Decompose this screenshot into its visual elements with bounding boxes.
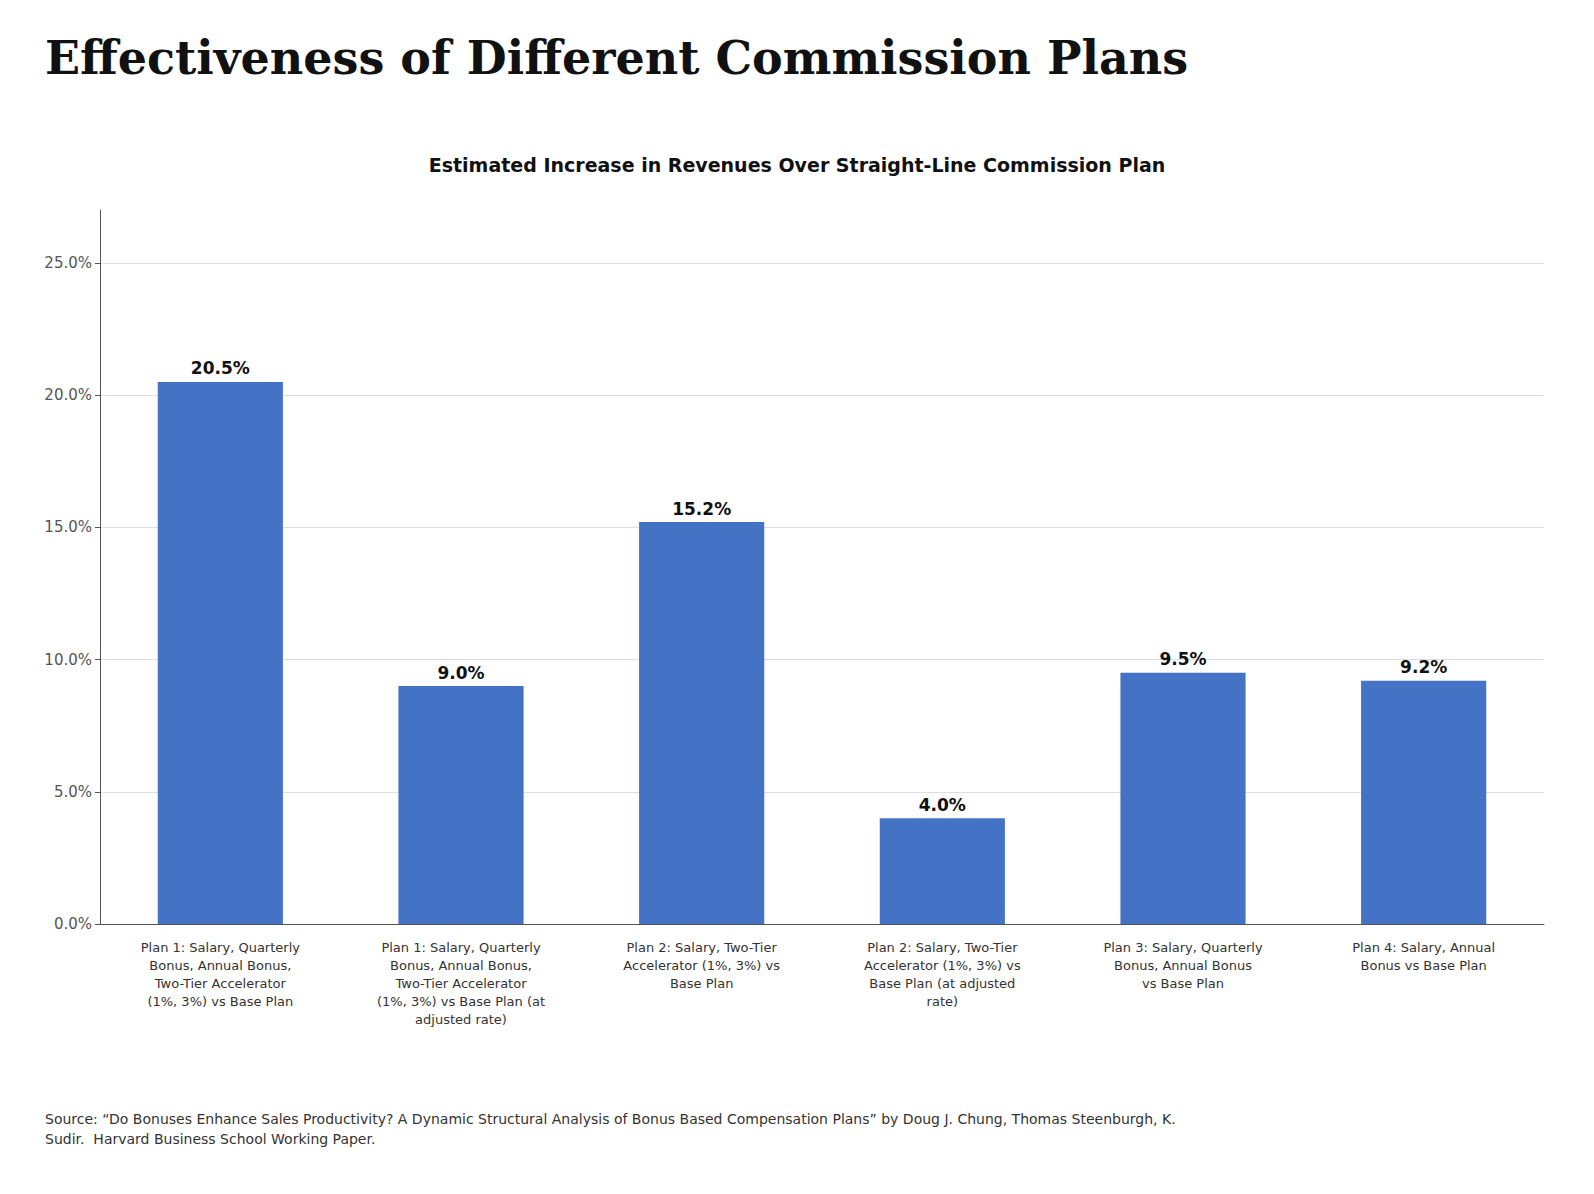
svg-text:Two-Tier Accelerator: Two-Tier Accelerator — [394, 976, 527, 991]
svg-text:Plan 2: Salary, Two-Tier: Plan 2: Salary, Two-Tier — [627, 940, 778, 955]
svg-text:adjusted rate): adjusted rate) — [415, 1012, 507, 1027]
svg-text:9.5%: 9.5% — [1159, 649, 1206, 669]
svg-text:(1%, 3%) vs Base Plan: (1%, 3%) vs Base Plan — [147, 994, 293, 1009]
svg-text:Accelerator (1%, 3%) vs: Accelerator (1%, 3%) vs — [623, 958, 780, 973]
svg-text:15.2%: 15.2% — [672, 499, 731, 519]
svg-text:9.2%: 9.2% — [1400, 657, 1447, 677]
svg-text:15.0%: 15.0% — [44, 518, 92, 536]
svg-text:Plan 2: Salary, Two-Tier: Plan 2: Salary, Two-Tier — [867, 940, 1018, 955]
svg-text:10.0%: 10.0% — [44, 651, 92, 669]
svg-text:0.0%: 0.0% — [54, 915, 92, 933]
svg-text:Estimated Increase in Revenues: Estimated Increase in Revenues Over Stra… — [429, 154, 1166, 176]
svg-text:20.0%: 20.0% — [44, 386, 92, 404]
svg-text:Plan 1: Salary, Quarterly: Plan 1: Salary, Quarterly — [381, 940, 541, 955]
svg-text:(1%, 3%) vs Base Plan (at: (1%, 3%) vs Base Plan (at — [377, 994, 545, 1009]
svg-text:25.0%: 25.0% — [44, 254, 92, 272]
svg-text:20.5%: 20.5% — [191, 358, 250, 378]
svg-text:rate): rate) — [927, 994, 958, 1009]
svg-text:4.0%: 4.0% — [919, 795, 966, 815]
svg-text:Bonus, Annual Bonus: Bonus, Annual Bonus — [1114, 958, 1252, 973]
svg-text:9.0%: 9.0% — [437, 663, 484, 683]
svg-text:Effectiveness of Different Com: Effectiveness of Different Commission Pl… — [45, 31, 1188, 85]
svg-text:vs Base Plan: vs Base Plan — [1142, 976, 1224, 991]
svg-text:Plan 4: Salary, Annual: Plan 4: Salary, Annual — [1352, 940, 1495, 955]
svg-text:5.0%: 5.0% — [54, 783, 92, 801]
svg-text:Base Plan: Base Plan — [670, 976, 733, 991]
svg-text:Two-Tier Accelerator: Two-Tier Accelerator — [154, 976, 287, 991]
svg-text:Plan 1: Salary, Quarterly: Plan 1: Salary, Quarterly — [141, 940, 301, 955]
svg-text:Plan 3: Salary, Quarterly: Plan 3: Salary, Quarterly — [1103, 940, 1263, 955]
svg-text:Bonus vs Base Plan: Bonus vs Base Plan — [1361, 958, 1487, 973]
svg-text:Bonus, Annual Bonus,: Bonus, Annual Bonus, — [390, 958, 532, 973]
svg-text:Source: “Do Bonuses Enhance Sa: Source: “Do Bonuses Enhance Sales Produc… — [45, 1111, 1176, 1127]
svg-text:Accelerator (1%, 3%) vs: Accelerator (1%, 3%) vs — [864, 958, 1021, 973]
svg-text:Base Plan (at adjusted: Base Plan (at adjusted — [869, 976, 1015, 991]
svg-text:Bonus, Annual Bonus,: Bonus, Annual Bonus, — [149, 958, 291, 973]
svg-text:Sudir. Harvard Business Schoo: Sudir. Harvard Business School Working P… — [45, 1131, 375, 1147]
